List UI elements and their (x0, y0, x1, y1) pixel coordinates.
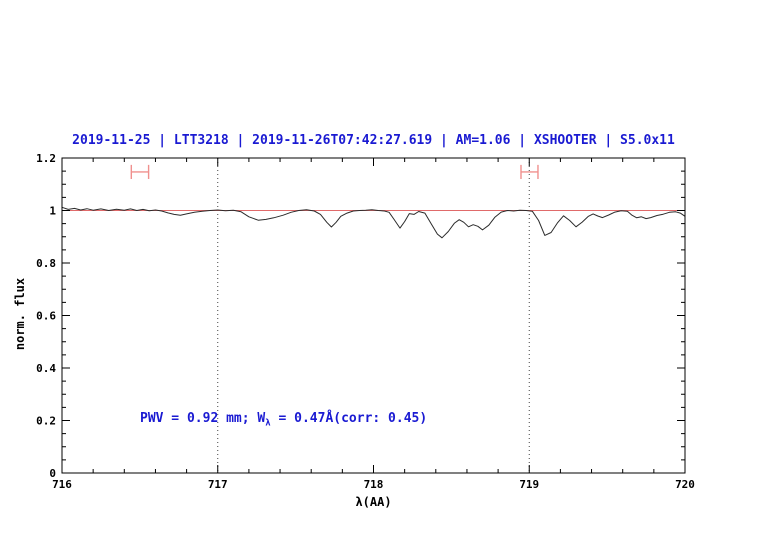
plot-title: 2019-11-25 | LTT3218 | 2019-11-26T07:42:… (72, 133, 675, 148)
x-tick-label: 720 (675, 478, 695, 491)
x-tick-label: 717 (208, 478, 228, 491)
pwv-annotation-text: PWV = 0.92 mm; W (140, 411, 266, 426)
y-tick-label: 0.2 (36, 415, 56, 428)
pwv-annotation-lambda-subscript: λ (265, 418, 271, 429)
x-tick-label: 718 (364, 478, 384, 491)
y-tick-label: 0.6 (36, 310, 56, 323)
y-tick-label: 1.2 (36, 152, 56, 165)
spectrum-curve (61, 206, 686, 239)
x-tick-label: 719 (519, 478, 539, 491)
x-axis-label: λ(AA) (355, 495, 392, 509)
y-tick-label: 0.8 (36, 257, 56, 270)
x-tick-label: 716 (52, 478, 72, 491)
pwv-annotation-value: = 0.47Å(corr: 0.45) (270, 411, 428, 426)
y-tick-label: 0.4 (36, 362, 56, 375)
y-tick-label: 1 (49, 205, 56, 218)
pwv-annotation: PWV = 0.92 mm; Wλ = 0.47Å(corr: 0.45) (140, 411, 427, 429)
y-tick-label: 0 (49, 467, 56, 480)
plot-frame (61, 157, 686, 474)
band-marker (130, 164, 150, 179)
band-marker (520, 164, 539, 179)
